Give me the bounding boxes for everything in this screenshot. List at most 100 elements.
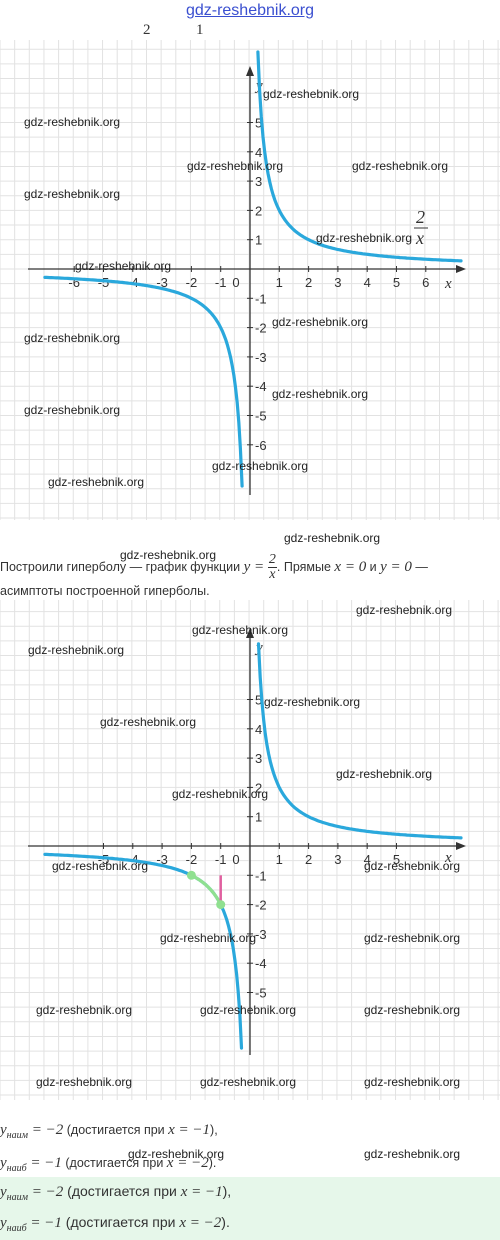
graph1-grid — [0, 40, 500, 520]
x-tick-label: -2 — [186, 852, 198, 867]
graph2-highlight-segment — [189, 873, 223, 907]
highlighted-answer-box — [0, 1177, 500, 1240]
x-tick-label: 2 — [305, 275, 312, 290]
watermark: gdz-reshebnik.org — [24, 403, 120, 417]
answer-end: ), — [210, 1123, 218, 1137]
answer-cond: x = −2 — [179, 1215, 222, 1231]
watermark: gdz-reshebnik.org — [263, 87, 359, 101]
x-tick-label: 0 — [232, 275, 239, 290]
graph2-x-arrow — [456, 842, 466, 850]
answer-var: y — [0, 1184, 7, 1200]
answer-text: (достигается при — [61, 1214, 180, 1230]
answer-text: (достигается при — [63, 1123, 169, 1137]
answer-end: ), — [222, 1183, 232, 1199]
x-tick-label: 4 — [364, 275, 371, 290]
graph-hyperbola-full: -6 -5 -4 -3 -2 -1 0 1 2 3 4 5 6 5 4 3 2 1 -1 -2 -3 -4 -5 -6 x … — [0, 40, 500, 520]
y-tick-label: 5 — [255, 116, 262, 131]
watermark: gdz-reshebnik.org — [28, 643, 124, 657]
answer-line-max: yнаиб = −1 (достигается при x = −2). — [0, 1155, 500, 1174]
watermark: gdz-reshebnik.org — [336, 767, 432, 781]
para-text: Построили гиперболу — график функции — [0, 559, 244, 574]
x-tick-label: 2 — [305, 852, 312, 867]
answer-sub: наим — [6, 1192, 29, 1203]
y-tick-label: 1 — [255, 233, 262, 248]
y-tick-label: -4 — [255, 956, 267, 971]
answer-line-max-highlighted: yнаиб = −1 (достигается при x = −2). — [0, 1214, 500, 1234]
x-tick-label: 1 — [276, 852, 283, 867]
y-tick-label: 2 — [255, 203, 262, 218]
answer-sub: наиб — [6, 1163, 27, 1174]
x-tick-label: -6 — [68, 275, 80, 290]
watermark: gdz-reshebnik.org — [364, 859, 460, 873]
x-tick-label: 4 — [364, 852, 371, 867]
answer-eq: = −2 — [28, 1122, 64, 1138]
x-tick-label: -3 — [156, 275, 168, 290]
y-tick-label: 3 — [255, 174, 262, 189]
graph1-fn-num: 2 — [416, 207, 425, 227]
x-tick-label: 5 — [393, 275, 400, 290]
graph1-y-arrow — [246, 66, 254, 76]
watermark: gdz-reshebnik.org — [364, 931, 460, 945]
answer-var: y — [0, 1155, 7, 1171]
para-eq1: x = 0 — [334, 558, 367, 575]
y-tick-label: -5 — [255, 986, 267, 1001]
answer-text: (достигается при — [63, 1183, 181, 1199]
x-tick-label: -2 — [186, 275, 198, 290]
answer-cond: x = −1 — [180, 1184, 223, 1200]
watermark: gdz-reshebnik.org — [364, 1003, 460, 1017]
para-text: . Прямые — [276, 559, 335, 574]
x-tick-label: -1 — [215, 275, 227, 290]
watermark: gdz-reshebnik.org — [100, 715, 196, 729]
answer-sub: наим — [6, 1130, 29, 1141]
watermark: gdz-reshebnik.org — [75, 259, 171, 273]
watermark: gdz-reshebnik.org — [364, 1147, 461, 1161]
watermark: gdz-reshebnik.org — [48, 475, 144, 489]
x-tick-label: 1 — [276, 275, 283, 290]
y-tick-label: 4 — [255, 145, 262, 160]
answer-var: y — [0, 1122, 7, 1138]
watermark: gdz-reshebnik.org — [364, 1075, 460, 1089]
y-tick-label: -1 — [255, 291, 267, 306]
answer-cond: x = −2 — [166, 1155, 209, 1171]
y-tick-label: 1 — [255, 810, 262, 825]
answer-sub: наиб — [6, 1223, 27, 1234]
y-tick-label: 5 — [255, 693, 262, 708]
x-tick-label: 6 — [422, 275, 429, 290]
graph2-curve-negative — [43, 852, 244, 1050]
site-title[interactable]: gdz-reshebnik.org — [185, 2, 315, 19]
graph-hyperbola-segment: -5 -4 -3 -2 -1 0 1 2 3 4 5 5 4 3 2 1 -1 -2 -3 -4 -5 x y gdz… — [0, 600, 500, 1100]
watermark: gdz-reshebnik.org — [284, 531, 381, 545]
y-tick-label: 4 — [255, 722, 262, 737]
explanation-paragraph: Построили гиперболу — график функции y =… — [0, 553, 500, 600]
watermark: gdz-reshebnik.org — [36, 1075, 132, 1089]
y-tick-label: -1 — [255, 868, 267, 883]
answer-text: (достигается при — [61, 1156, 167, 1170]
answer-line-min-highlighted: yнаим = −2 (достигается при x = −1), — [0, 1183, 500, 1203]
watermark: gdz-reshebnik.org — [120, 548, 217, 562]
y-tick-label: -4 — [255, 379, 267, 394]
watermark: gdz-reshebnik.org — [24, 115, 120, 129]
top-number-2: 2 — [143, 22, 151, 38]
answer-eq: = −2 — [28, 1184, 64, 1200]
x-tick-label: 3 — [334, 852, 341, 867]
graph1-curve-negative — [43, 275, 244, 488]
watermark: gdz-reshebnik.org — [187, 159, 283, 173]
answer-var: y — [0, 1215, 7, 1231]
y-tick-label: -3 — [255, 927, 267, 942]
graph2-y-ticks: 5 4 3 2 1 -1 -2 -3 -4 -5 — [247, 693, 267, 1001]
x-tick-label: -5 — [98, 275, 110, 290]
x-tick-label: -1 — [215, 852, 227, 867]
watermark: gdz-reshebnik.org — [356, 603, 452, 617]
watermark: gdz-reshebnik.org — [172, 787, 268, 801]
watermark: gdz-reshebnik.org — [192, 623, 288, 637]
graph2-point-minus2 — [186, 870, 196, 880]
watermark: gdz-reshebnik.org — [24, 331, 120, 345]
para-eq2: y = 0 — [380, 558, 412, 575]
watermark: gdz-reshebnik.org — [272, 387, 368, 401]
para-text: и — [366, 559, 381, 574]
graph1-x-label: x — [444, 276, 452, 292]
watermark: gdz-reshebnik.org — [52, 859, 148, 873]
graph2-x-label: x — [444, 850, 452, 866]
